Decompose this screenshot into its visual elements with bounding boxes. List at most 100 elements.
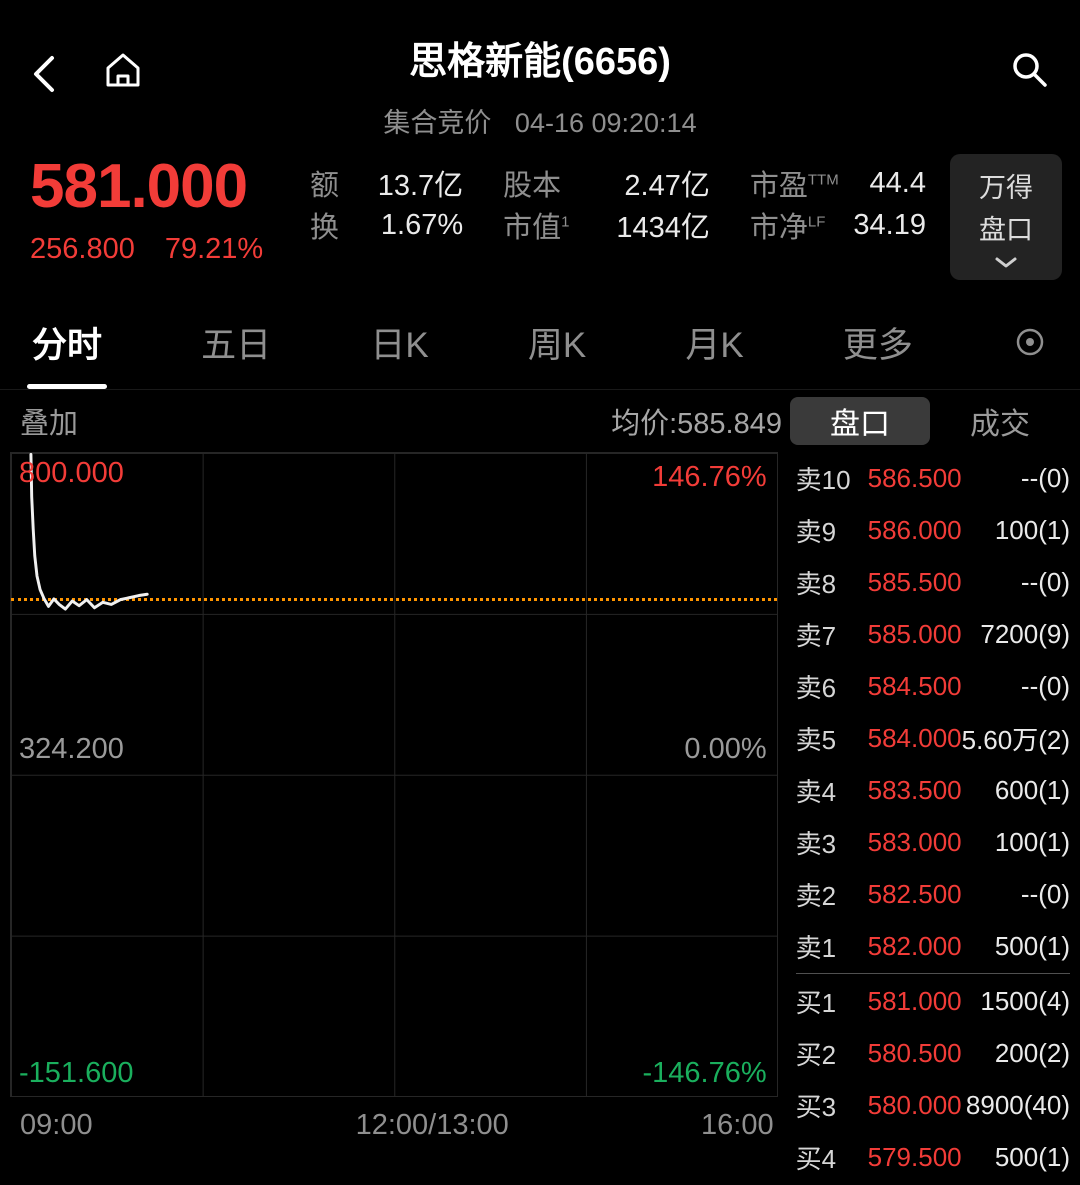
bid-row[interactable]: 买4 579.500 500(1) bbox=[796, 1131, 1070, 1183]
market-phase-time: 集合竞价 04-16 09:20:14 bbox=[0, 101, 1080, 140]
level-volume: 200(2) bbox=[994, 1037, 1070, 1068]
tab-minute[interactable]: 分时 bbox=[32, 295, 102, 389]
level-price: 583.000 bbox=[867, 826, 962, 857]
pct-axis-max: 146.76% bbox=[652, 461, 767, 493]
main-area: 800.000 324.200 -151.600 146.76% 0.00% -… bbox=[0, 452, 1080, 1185]
orderbook-panel: 卖10 586.500 --(0) 卖9 586.000 100(1) 卖8 5… bbox=[788, 452, 1080, 1185]
level-price: 586.500 bbox=[867, 462, 962, 493]
level-label: 买3 bbox=[795, 1091, 837, 1122]
level-price: 584.500 bbox=[867, 670, 962, 701]
tab-weekly-k[interactable]: 周K bbox=[527, 325, 587, 365]
quote-datetime: 04-16 09:20:14 bbox=[514, 108, 697, 138]
tab-more[interactable]: 更多 bbox=[842, 325, 913, 365]
stat-market-cap: 市值1 1434亿 bbox=[503, 212, 710, 244]
level-label: 卖1 bbox=[795, 932, 837, 963]
level-price: 582.000 bbox=[867, 930, 962, 961]
level-price: 579.500 bbox=[867, 1141, 962, 1172]
tab-monthly-k[interactable]: 月K bbox=[685, 325, 744, 365]
tab-daily-k[interactable]: 日K bbox=[370, 325, 429, 365]
ask-row[interactable]: 卖5 584.000 5.60万(2) bbox=[796, 712, 1070, 764]
chart-settings-icon[interactable] bbox=[1012, 324, 1048, 360]
search-icon[interactable] bbox=[1008, 48, 1052, 92]
stat-turnover-rate: 换 1.67% bbox=[310, 208, 464, 245]
level-volume: --(0) bbox=[1020, 462, 1070, 493]
price-change: 256.800 bbox=[30, 233, 135, 266]
level-label: 卖7 bbox=[795, 620, 837, 651]
stat-turnover: 额 13.7亿 bbox=[310, 170, 464, 202]
overlay-button[interactable]: 叠加 bbox=[20, 408, 79, 440]
level-volume: 100(1) bbox=[994, 514, 1070, 545]
y-axis-mid: 324.200 bbox=[19, 732, 124, 765]
quote-stats: 额 13.7亿 股本 2.47亿 市盈TTM 44.4 换 1.67% 市值1 … bbox=[310, 154, 936, 256]
level-label: 卖3 bbox=[795, 828, 837, 859]
ask-row[interactable]: 卖6 584.500 --(0) bbox=[796, 660, 1070, 712]
level-label: 买4 bbox=[795, 1143, 837, 1174]
bid-row[interactable]: 买1 581.000 1500(4) bbox=[796, 975, 1070, 1027]
x-label-close: 16:00 bbox=[701, 1109, 774, 1141]
back-icon[interactable] bbox=[28, 52, 62, 96]
level-price: 584.000 bbox=[867, 722, 962, 753]
ask-row[interactable]: 卖8 585.500 --(0) bbox=[796, 556, 1070, 608]
ask-row[interactable]: 卖2 582.500 --(0) bbox=[796, 868, 1070, 920]
x-label-noon: 12:00/13:00 bbox=[355, 1109, 509, 1141]
ask-row[interactable]: 卖10 586.500 --(0) bbox=[796, 452, 1070, 504]
level-price: 581.000 bbox=[867, 985, 962, 1016]
stat-pe-ttm: 市盈TTM 44.4 bbox=[749, 166, 926, 203]
tab-orderbook[interactable]: 盘口 bbox=[790, 397, 930, 445]
x-axis-labels: 09:00 12:00/13:00 16:00 bbox=[10, 1097, 778, 1147]
chart-subheader: 叠加 均价:585.849 盘口 成交 bbox=[0, 390, 1080, 452]
average-price-label: 均价:585.849 bbox=[611, 408, 782, 440]
level-volume: 7200(9) bbox=[980, 618, 1070, 649]
intraday-chart: 800.000 324.200 -151.600 146.76% 0.00% -… bbox=[0, 452, 788, 1185]
level-label: 卖9 bbox=[795, 516, 837, 547]
level-volume: 500(1) bbox=[994, 1141, 1070, 1172]
tab-trades[interactable]: 成交 bbox=[970, 408, 1030, 441]
app-header: 思格新能(6656) 集合竞价 04-16 09:20:14 bbox=[0, 0, 1080, 140]
level-volume: 500(1) bbox=[994, 930, 1070, 961]
level-price: 582.500 bbox=[867, 878, 962, 909]
level-volume: 600(1) bbox=[994, 774, 1070, 805]
home-icon[interactable] bbox=[100, 48, 146, 94]
pct-axis-mid: 0.00% bbox=[684, 732, 767, 765]
level-label: 买2 bbox=[795, 1039, 837, 1070]
level-volume: 100(1) bbox=[994, 826, 1070, 857]
chevron-down-icon bbox=[994, 256, 1018, 269]
level-price: 580.000 bbox=[867, 1089, 962, 1120]
ask-row[interactable]: 卖4 583.500 600(1) bbox=[796, 764, 1070, 816]
panel-tabs: 盘口 成交 bbox=[790, 397, 1070, 445]
y-axis-max: 800.000 bbox=[19, 457, 124, 489]
level-label: 买1 bbox=[795, 987, 837, 1018]
bid-ask-divider bbox=[795, 973, 1070, 974]
stat-pb-lf: 市净LF 34.19 bbox=[749, 208, 926, 245]
level-label: 卖8 bbox=[795, 568, 837, 599]
bid-row[interactable]: 买3 580.000 8900(40) bbox=[796, 1079, 1070, 1131]
level-volume: 5.60万(2) bbox=[961, 724, 1070, 755]
y-axis-min: -151.600 bbox=[19, 1057, 134, 1089]
last-price: 581.000 bbox=[30, 152, 248, 221]
level-label: 卖2 bbox=[795, 880, 837, 911]
level-label: 卖4 bbox=[795, 776, 837, 807]
page-title: 思格新能(6656) bbox=[409, 41, 671, 83]
price-line bbox=[29, 453, 149, 611]
level-price: 583.500 bbox=[867, 774, 962, 805]
level-label: 卖6 bbox=[795, 672, 837, 703]
pct-axis-min: -146.76% bbox=[642, 1057, 767, 1089]
ask-row[interactable]: 卖3 583.000 100(1) bbox=[796, 816, 1070, 868]
level-volume: 8900(40) bbox=[965, 1089, 1070, 1120]
wind-orderbook-button[interactable]: 万得 盘口 bbox=[950, 154, 1062, 280]
level-volume: --(0) bbox=[1020, 670, 1070, 701]
level-price: 580.500 bbox=[867, 1037, 962, 1068]
avg-price-line bbox=[11, 597, 777, 601]
level-volume: --(0) bbox=[1020, 566, 1070, 597]
chart-plot-area[interactable]: 800.000 324.200 -151.600 146.76% 0.00% -… bbox=[10, 452, 778, 1097]
tab-5day[interactable]: 五日 bbox=[201, 325, 272, 365]
bid-row[interactable]: 买2 580.500 200(2) bbox=[796, 1027, 1070, 1079]
level-price: 586.000 bbox=[867, 514, 962, 545]
ask-row[interactable]: 卖1 582.000 500(1) bbox=[796, 920, 1070, 972]
price-change-pct: 79.21% bbox=[164, 233, 264, 266]
level-label: 卖5 bbox=[795, 724, 837, 755]
level-price: 585.500 bbox=[867, 566, 962, 597]
ask-row[interactable]: 卖7 585.000 7200(9) bbox=[796, 608, 1070, 660]
stat-share-capital: 股本 2.47亿 bbox=[503, 170, 710, 202]
ask-row[interactable]: 卖9 586.000 100(1) bbox=[796, 504, 1070, 556]
